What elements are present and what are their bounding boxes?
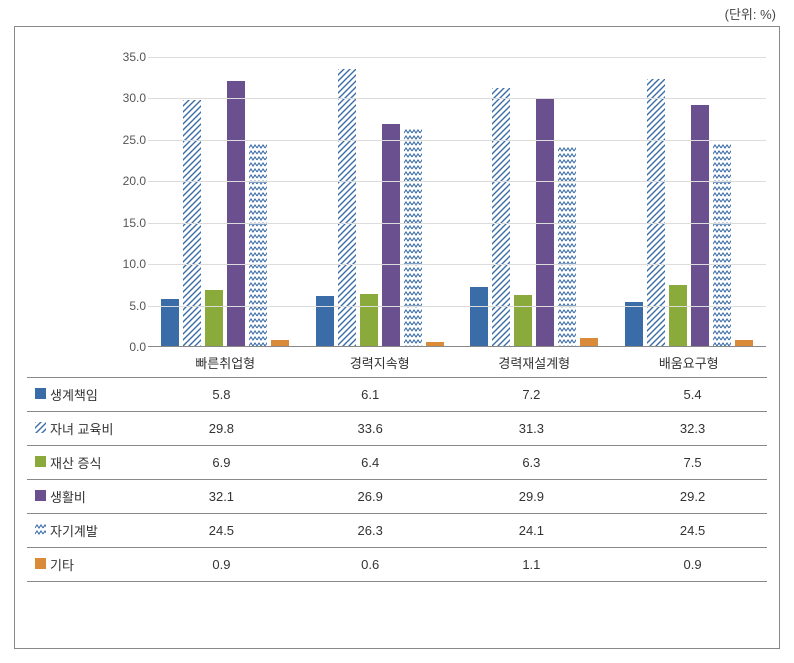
category-label: 경력지속형 [303,353,458,372]
value-cell: 29.8 [147,411,296,445]
bar [514,295,532,347]
category-label: 경력재설계형 [457,353,612,372]
value-cell: 7.2 [445,377,619,411]
table-row: 생활비 32.126.929.929.2 [27,479,767,513]
value-cell: 24.5 [147,513,296,547]
y-tick-label: 0.0 [110,340,146,354]
category-label: 빠른취업형 [148,353,303,372]
bar [205,290,223,347]
value-cell: 0.6 [296,547,445,581]
gridline [148,223,766,224]
legend-swatch [35,490,46,501]
y-tick-label: 35.0 [110,50,146,64]
legend-swatch [35,422,46,433]
value-cell: 24.1 [445,513,619,547]
unit-label: (단위: %) [725,4,776,23]
value-cell: 0.9 [147,547,296,581]
gridline [148,140,766,141]
chart-area: 0.05.010.015.020.025.030.035.0빠른취업형경력지속형… [110,57,766,377]
value-cell: 32.1 [147,479,296,513]
series-label: 생계책임 [50,388,98,403]
value-cell: 32.3 [618,411,767,445]
series-label-cell: 자기계발 [27,513,147,547]
series-label-cell: 기타 [27,547,147,581]
series-label: 자녀 교육비 [50,422,113,437]
bar [691,105,709,347]
plot-area [148,57,766,347]
value-cell: 29.2 [618,479,767,513]
bar [625,302,643,347]
gridline [148,57,766,58]
bar [713,144,731,347]
y-tick-label: 5.0 [110,299,146,313]
series-label-cell: 재산 증식 [27,445,147,479]
table-row: 재산 증식 6.96.46.37.5 [27,445,767,479]
value-cell: 6.3 [445,445,619,479]
data-table: 빠른취업형경력지속형경력재설계형배움요구형생계책임5.86.17.25.4자녀 … [27,377,767,582]
table-row: 자기계발24.526.324.124.5 [27,513,767,547]
bar [558,147,576,347]
category-label: 배움요구형 [612,353,767,372]
series-label: 자기계발 [50,524,98,539]
series-label-cell: 생활비 [27,479,147,513]
series-label: 재산 증식 [50,456,101,471]
bar [404,129,422,347]
bar [316,296,334,347]
series-label-cell: 생계책임 [27,377,147,411]
table-row: 기타0.90.61.10.9 [27,547,767,581]
series-label: 생활비 [50,490,86,505]
value-cell: 1.1 [445,547,619,581]
gridline [148,98,766,99]
bar [647,79,665,347]
value-cell: 26.3 [296,513,445,547]
series-label: 기타 [50,558,74,573]
series-label-cell: 자녀 교육비 [27,411,147,445]
bar [669,285,687,347]
value-cell: 6.4 [296,445,445,479]
value-cell: 5.4 [618,377,767,411]
value-cell: 6.9 [147,445,296,479]
baseline [148,346,766,347]
y-tick-label: 30.0 [110,91,146,105]
legend-swatch [35,456,46,467]
bar [492,88,510,347]
bar [360,294,378,347]
value-cell: 5.8 [147,377,296,411]
table-row: 자녀 교육비 29.833.631.332.3 [27,411,767,445]
value-cell: 29.9 [445,479,619,513]
y-tick-label: 10.0 [110,257,146,271]
value-cell: 33.6 [296,411,445,445]
gridline [148,264,766,265]
legend-swatch [35,524,46,535]
y-tick-label: 20.0 [110,174,146,188]
legend-swatch [35,558,46,569]
gridline [148,181,766,182]
bar [249,144,267,347]
value-cell: 26.9 [296,479,445,513]
bar [382,124,400,347]
y-tick-label: 15.0 [110,216,146,230]
chart-frame: 0.0 5.0 10.0 15.0 20.0 25.0 30.0 35.0 빠른취업형경력지속형… [14,26,780,649]
table-row: 생계책임 5.86.17.25.4 [27,377,767,411]
value-cell: 7.5 [618,445,767,479]
legend-swatch [35,388,46,399]
value-cell: 6.1 [296,377,445,411]
value-cell: 24.5 [618,513,767,547]
y-tick-label: 25.0 [110,133,146,147]
value-cell: 0.9 [618,547,767,581]
gridline [148,306,766,307]
bar [227,81,245,347]
value-cell: 31.3 [445,411,619,445]
bar [470,287,488,347]
